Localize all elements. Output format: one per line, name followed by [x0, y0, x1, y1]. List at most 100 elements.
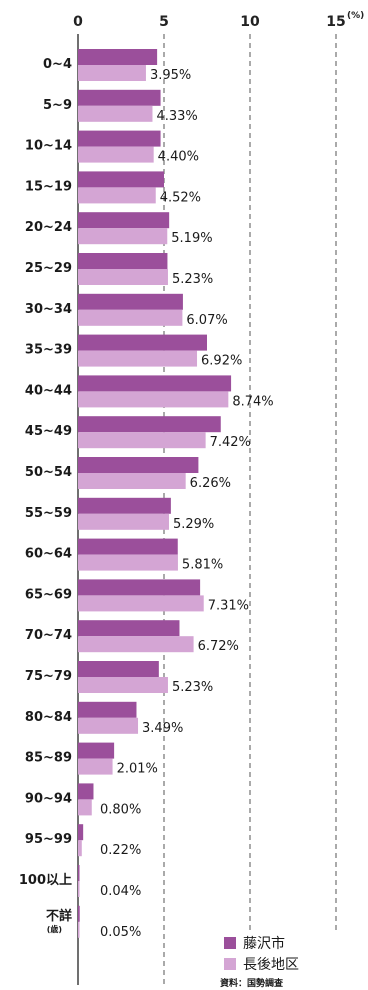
bar-fujisawa-7	[78, 334, 207, 351]
legend-swatch-chogo	[224, 958, 236, 970]
bar-chogo-11	[78, 513, 169, 530]
bar-fujisawa-1	[78, 89, 161, 106]
category-label-0: 0~4	[43, 57, 72, 72]
bar-chogo-20	[78, 881, 80, 897]
bar-chogo-14	[78, 636, 194, 653]
bar-fujisawa-21	[78, 905, 80, 922]
category-unit-label: (歳)	[47, 924, 62, 934]
bar-fujisawa-18	[78, 783, 94, 800]
bar-fujisawa-6	[78, 293, 183, 310]
data-label-19: 0.22%	[100, 843, 141, 858]
category-label-20: 100以上	[19, 873, 72, 888]
data-label-9: 7.42%	[210, 435, 251, 450]
category-label-2: 10~14	[25, 139, 72, 154]
bar-fujisawa-2	[78, 130, 161, 147]
bar-fujisawa-13	[78, 579, 201, 596]
data-label-12: 5.81%	[182, 558, 223, 573]
x-tick-label-15: 15	[326, 14, 345, 30]
bar-chogo-10	[78, 473, 186, 489]
bar-chogo-13	[78, 595, 204, 612]
data-label-3: 4.52%	[160, 190, 201, 205]
category-label-5: 25~29	[25, 261, 72, 276]
data-label-14: 6.72%	[198, 639, 239, 654]
source-note: 資料：国勢調査	[220, 977, 284, 989]
category-label-12: 60~64	[25, 547, 72, 562]
category-label-1: 5~9	[43, 98, 72, 113]
bar-chogo-4	[78, 228, 168, 245]
bar-chogo-17	[78, 758, 113, 775]
bar-fujisawa-0	[78, 49, 158, 65]
bar-fujisawa-11	[78, 497, 171, 514]
bar-fujisawa-20	[78, 865, 80, 881]
x-axis-unit: (%)	[347, 11, 364, 21]
legend-swatch-fujisawa	[224, 937, 236, 949]
data-label-17: 2.01%	[117, 762, 158, 777]
bar-fujisawa-10	[78, 457, 199, 473]
bar-chogo-19	[78, 840, 82, 857]
bar-chogo-18	[78, 799, 92, 816]
data-label-21: 0.05%	[100, 925, 141, 940]
category-label-9: 45~49	[25, 424, 72, 439]
bar-fujisawa-15	[78, 661, 159, 677]
data-label-0: 3.95%	[150, 68, 191, 83]
data-label-10: 6.26%	[190, 476, 231, 491]
data-label-2: 4.40%	[158, 150, 199, 165]
data-label-16: 3.49%	[142, 721, 183, 736]
bar-chogo-12	[78, 554, 178, 571]
x-tick-label-0: 0	[73, 14, 83, 30]
x-tick-label-10: 10	[240, 14, 260, 30]
bar-fujisawa-8	[78, 375, 232, 392]
category-label-18: 90~94	[25, 791, 72, 806]
category-label-10: 50~54	[25, 465, 72, 480]
bar-chogo-9	[78, 432, 206, 449]
data-label-7: 6.92%	[201, 354, 242, 369]
category-label-13: 65~69	[25, 587, 72, 602]
bar-fujisawa-4	[78, 212, 170, 229]
bar-chogo-7	[78, 350, 198, 367]
category-label-21: 不詳	[46, 908, 72, 924]
category-label-14: 70~74	[25, 628, 72, 643]
category-label-3: 15~19	[25, 179, 72, 194]
data-label-layer: 3.95% 4.33% 4.40% 4.52% 5.19% 5.23% 6.07% 6.92%…	[100, 68, 274, 940]
legend-label-fujisawa: 藤沢市	[243, 935, 285, 952]
bar-fujisawa-14	[78, 620, 180, 637]
category-label-19: 95~99	[25, 832, 72, 847]
bar-fujisawa-12	[78, 538, 178, 555]
bar-chogo-16	[78, 717, 139, 734]
category-label-8: 40~44	[25, 383, 72, 398]
bar-fujisawa-9	[78, 416, 221, 433]
bar-chogo-5	[78, 269, 168, 285]
bar-fujisawa-19	[78, 824, 84, 841]
category-label-4: 20~24	[25, 220, 72, 235]
category-label-15: 75~79	[25, 669, 72, 684]
category-label-6: 30~34	[25, 302, 72, 317]
bar-chogo-0	[78, 65, 146, 81]
bar-chogo-21	[78, 921, 80, 938]
bar-chogo-6	[78, 309, 183, 326]
bar-chogo-2	[78, 146, 154, 163]
bar-chogo-15	[78, 677, 168, 693]
bar-fujisawa-16	[78, 701, 137, 718]
category-label-7: 35~39	[25, 343, 72, 358]
x-tick-label-5: 5	[159, 14, 169, 30]
category-axis: 0~4 5~9 10~14 15~19 20~24 25~29 30~34 35~39 40~4…	[19, 57, 72, 934]
bar-layer	[78, 49, 232, 938]
bar-fujisawa-17	[78, 742, 115, 759]
data-label-20: 0.04%	[100, 884, 141, 899]
data-label-15: 5.23%	[172, 680, 213, 695]
legend-label-chogo: 長後地区	[243, 957, 299, 973]
category-label-16: 80~84	[25, 710, 72, 725]
data-label-13: 7.31%	[208, 598, 249, 613]
data-label-5: 5.23%	[172, 272, 213, 287]
data-label-8: 8.74%	[232, 394, 273, 409]
x-axis: 0 5 10 15 (%)	[73, 11, 364, 30]
category-label-17: 85~89	[25, 751, 72, 766]
data-label-11: 5.29%	[173, 517, 214, 532]
data-label-1: 4.33%	[156, 109, 197, 124]
data-label-6: 6.07%	[186, 313, 227, 328]
bar-chogo-8	[78, 391, 229, 408]
category-label-11: 55~59	[25, 506, 72, 521]
data-label-18: 0.80%	[100, 802, 141, 817]
